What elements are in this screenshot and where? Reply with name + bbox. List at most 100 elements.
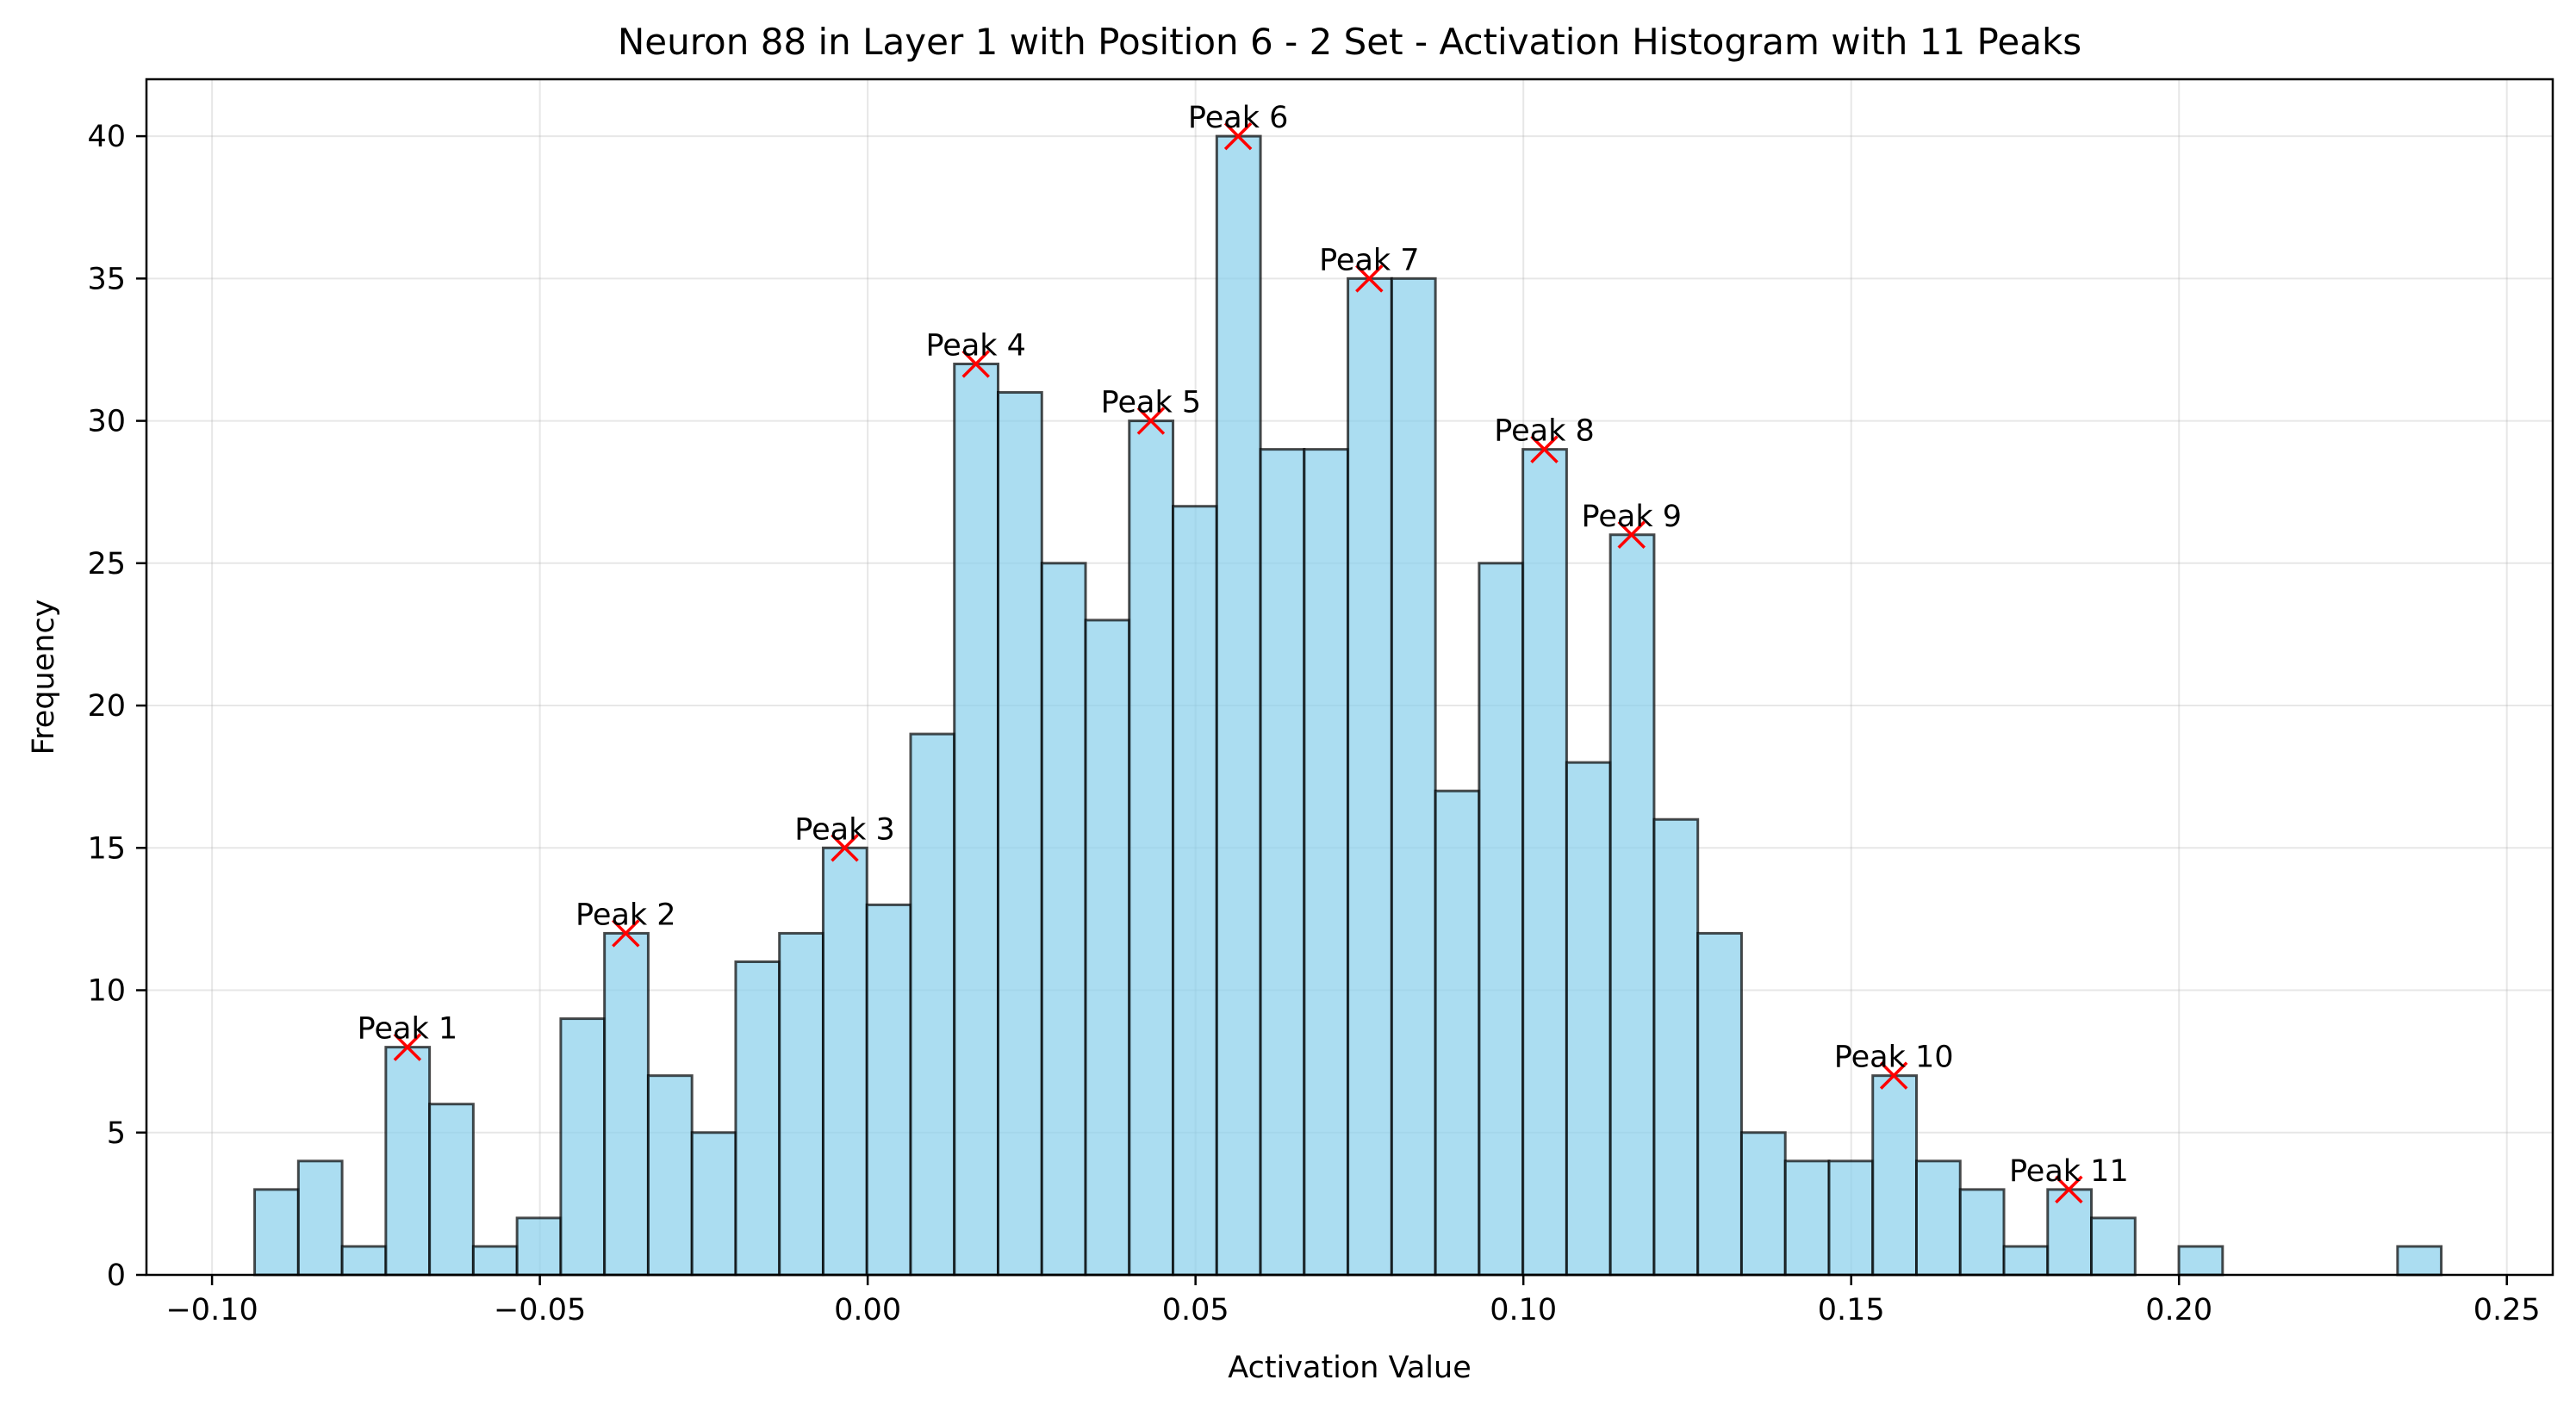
- histogram-bar: [997, 391, 1043, 1277]
- peak-label: Peak 6: [1188, 101, 1289, 135]
- histogram-bar: [778, 931, 824, 1277]
- y-tick-label: 20: [87, 689, 126, 724]
- peak-x-stroke: [1617, 520, 1646, 549]
- peak-label: Peak 9: [1581, 500, 1682, 534]
- histogram-bar: [603, 931, 650, 1277]
- histogram-bar: [1958, 1188, 2006, 1277]
- y-axis-ticks: 0 5 10 15 20 25 30 35 40: [87, 120, 146, 1293]
- peak-x-stroke: [1355, 264, 1384, 293]
- peak-x-stroke: [1223, 121, 1253, 151]
- y-tick-label: 30: [87, 405, 126, 439]
- histogram-bar: [2002, 1245, 2050, 1277]
- histogram-bar: [1871, 1074, 1918, 1277]
- peak-marker: [831, 834, 859, 862]
- chart-title: Neuron 88 in Layer 1 with Position 6 - 2…: [618, 21, 2081, 63]
- histogram-bar: [2046, 1188, 2094, 1277]
- peak-x-stroke: [961, 350, 990, 378]
- peak-label: Peak 8: [1494, 414, 1595, 449]
- peak-label: Peak 11: [2009, 1154, 2129, 1189]
- histogram-bar: [253, 1188, 300, 1277]
- histogram-bar: [2090, 1216, 2137, 1277]
- peak-markers: Peak 1 Peak 2 Peak 3 Peak 4 Peak 5 Peak 6 Peak…: [358, 101, 2129, 1204]
- histogram-bar: [1172, 505, 1218, 1277]
- histogram-bar: [1652, 817, 1700, 1277]
- histogram-bar: [1827, 1159, 1875, 1277]
- peak-marker: [1355, 264, 1384, 293]
- histogram-bar: [340, 1245, 388, 1277]
- peak-x-stroke: [612, 919, 640, 948]
- histogram-bar: [1259, 448, 1306, 1277]
- histogram-bar: [1390, 277, 1437, 1277]
- peak-marker: [1136, 407, 1166, 435]
- y-tick-label: 5: [107, 1116, 126, 1151]
- histogram-bar: [1565, 761, 1612, 1277]
- peak-x-stroke: [1530, 435, 1559, 463]
- histogram-bar: [559, 1017, 607, 1277]
- histogram-bar: [1128, 420, 1175, 1277]
- histogram-bar: [2177, 1245, 2224, 1277]
- histogram-bar: [909, 732, 956, 1277]
- histogram-bar: [471, 1245, 519, 1277]
- histogram-bar: [690, 1131, 737, 1277]
- peak-label: Peak 10: [1834, 1041, 1954, 1075]
- x-tick-label: 0.25: [2473, 1293, 2541, 1327]
- histogram-bar: [821, 846, 868, 1277]
- histogram-bar: [646, 1074, 694, 1277]
- peak-x-stroke: [831, 834, 859, 862]
- x-tick-label: 0.10: [1490, 1293, 1557, 1327]
- histogram-bar: [865, 903, 912, 1277]
- histogram-bar: [1783, 1159, 1831, 1277]
- histogram-bar: [1696, 931, 1743, 1277]
- histogram-bar: [428, 1103, 475, 1277]
- x-tick-label: 0.05: [1162, 1293, 1229, 1327]
- histogram-bar: [2396, 1245, 2443, 1277]
- plot-frame: [145, 78, 2554, 1277]
- peak-marker: [2055, 1175, 2083, 1204]
- x-tick-label: −0.05: [494, 1293, 586, 1327]
- peak-label: Peak 4: [925, 328, 1026, 363]
- histogram-bar: [296, 1159, 344, 1277]
- histogram-bar: [953, 362, 1000, 1277]
- peak-x-stroke: [1136, 407, 1166, 435]
- y-tick-label: 10: [87, 974, 126, 1009]
- histogram-bar: [1478, 562, 1525, 1277]
- histogram-bar: [1608, 533, 1656, 1277]
- peak-label: Peak 2: [576, 898, 676, 932]
- peak-marker: [393, 1033, 422, 1061]
- x-tick-label: 0.00: [834, 1293, 901, 1327]
- y-tick-label: 25: [87, 547, 126, 581]
- peak-marker: [1223, 121, 1253, 151]
- x-tick-label: −0.10: [165, 1293, 258, 1327]
- histogram-bar: [734, 960, 781, 1277]
- histogram-bar: [1303, 448, 1350, 1277]
- peak-marker: [1530, 435, 1559, 463]
- x-tick-label: 0.20: [2145, 1293, 2212, 1327]
- y-axis-label: Frequency: [27, 600, 61, 755]
- histogram-bar: [1084, 618, 1131, 1277]
- histogram-bar: [1215, 134, 1262, 1277]
- histogram-bar: [1040, 562, 1087, 1277]
- peak-marker: [1879, 1061, 1908, 1090]
- peak-x-stroke: [393, 1033, 422, 1061]
- y-tick-label: 35: [87, 262, 126, 296]
- peak-marker: [612, 919, 640, 948]
- peak-x-stroke: [1879, 1061, 1908, 1090]
- x-axis-ticks: −0.10 −0.05 0.00 0.05 0.10 0.15 0.20 0.25: [165, 1275, 2541, 1327]
- peak-x-stroke: [2055, 1175, 2083, 1204]
- x-axis-label: Activation Value: [1228, 1351, 1471, 1385]
- y-tick-label: 15: [87, 831, 126, 866]
- peak-label: Peak 3: [794, 812, 895, 847]
- peak-marker: [961, 350, 990, 378]
- y-tick-label: 0: [107, 1259, 126, 1293]
- histogram-bar: [1914, 1159, 1962, 1277]
- peak-marker: [1617, 520, 1646, 549]
- x-tick-label: 0.15: [1818, 1293, 1885, 1327]
- peak-label: Peak 1: [358, 1012, 458, 1047]
- histogram-bar: [1521, 448, 1568, 1277]
- histogram-bar: [515, 1216, 563, 1277]
- histogram-bar: [1434, 789, 1481, 1277]
- histogram-bar: [1739, 1131, 1787, 1277]
- histogram-bar: [1347, 277, 1393, 1277]
- histogram-bar: [384, 1046, 432, 1277]
